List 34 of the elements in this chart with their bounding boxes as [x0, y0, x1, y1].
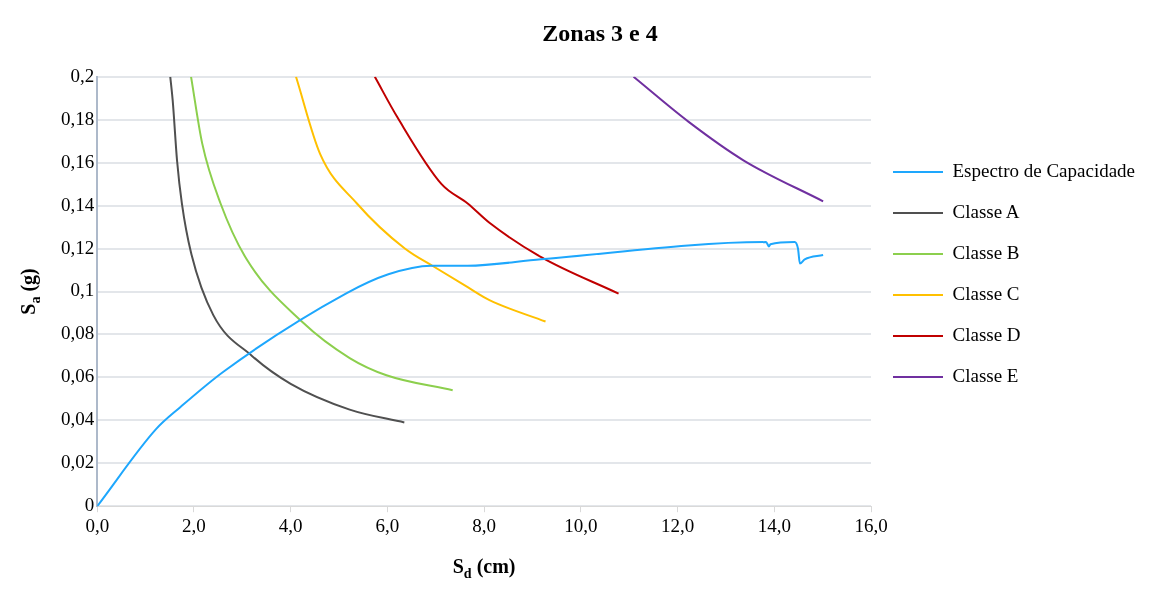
- chart-title: Zonas 3 e 4: [542, 19, 658, 46]
- y-tick-label: 0,08: [61, 322, 95, 344]
- y-tick-label: 0,14: [61, 193, 95, 215]
- line-series: [632, 76, 825, 203]
- x-tick-label: 0,0: [85, 514, 110, 536]
- line-series: [373, 76, 620, 295]
- y-tick-label: 0,18: [61, 107, 95, 129]
- y-tick-label: 0,12: [61, 236, 95, 258]
- x-tick-label: 10,0: [564, 514, 598, 536]
- line-series: [169, 76, 406, 424]
- line-series: [190, 76, 454, 392]
- y-tick-label: 0,06: [61, 365, 95, 387]
- x-tick-label: 16,0: [854, 514, 888, 536]
- y-tick-label: 0,02: [61, 451, 95, 473]
- x-tick-label: 6,0: [375, 514, 400, 536]
- legend-label: Classe D: [952, 323, 1021, 345]
- x-tick-label: 4,0: [278, 514, 303, 536]
- x-tick-label: 8,0: [472, 514, 496, 536]
- y-tick-label: 0,16: [61, 150, 95, 172]
- x-tick-label: 14,0: [757, 514, 791, 536]
- y-axis-title: Sa (g): [17, 268, 43, 315]
- y-tick-label: 0,2: [70, 64, 95, 86]
- legend-label: Classe B: [952, 241, 1020, 263]
- legend-label: Classe A: [952, 200, 1020, 222]
- x-tick-label: 2,0: [182, 514, 206, 536]
- legend-label: Classe C: [952, 282, 1020, 304]
- y-tick-label: 0,1: [70, 279, 95, 301]
- line-series: [97, 241, 825, 507]
- legend-label: Classe E: [952, 364, 1019, 386]
- legend-label: Espectro de Capacidade: [952, 159, 1136, 181]
- x-tick-label: 12,0: [660, 514, 695, 536]
- y-tick-label: 0,04: [61, 408, 95, 430]
- y-tick-label: 0: [84, 494, 95, 516]
- line-series: [295, 76, 547, 323]
